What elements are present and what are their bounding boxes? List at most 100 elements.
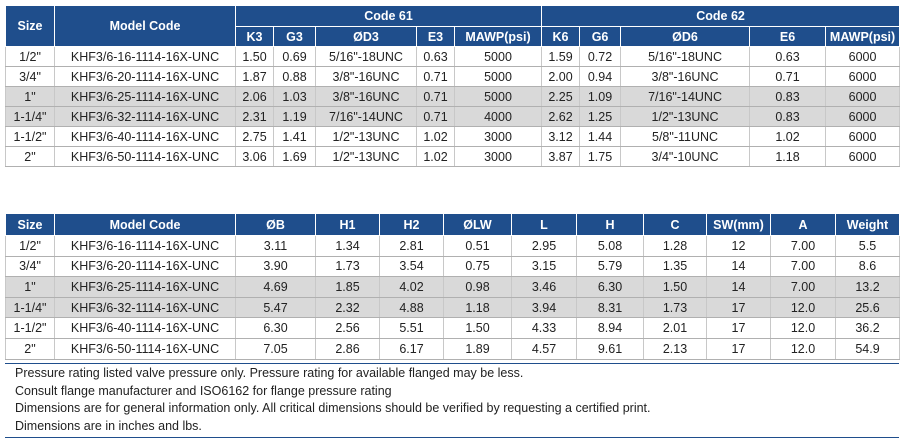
h2-cell: 4.88: [379, 296, 444, 319]
od3-cell: 7/16"-14UNC: [315, 106, 417, 127]
e3-cell: 0.71: [416, 106, 455, 127]
weight-cell: 36.2: [835, 317, 900, 339]
k6-cell: 2.00: [541, 66, 581, 87]
a-cell: 12.0: [770, 337, 836, 360]
od6-cell: 5/16"-18UNC: [620, 46, 751, 67]
model-code-cell: KHF3/6-50-1114-16X-UNC: [54, 146, 236, 167]
note-units: Dimensions are in inches and lbs.: [15, 418, 202, 433]
g6-cell: 1.44: [579, 126, 622, 147]
model-code-cell: KHF3/6-25-1114-16X-UNC: [54, 276, 236, 298]
weight-cell: 54.9: [835, 337, 900, 360]
model-code-cell: KHF3/6-16-1114-16X-UNC: [54, 235, 236, 257]
olw-cell: 0.51: [443, 235, 512, 257]
e3-cell: 1.02: [416, 126, 455, 147]
g3-cell: 1.41: [273, 126, 316, 147]
size-cell: 1-1/4": [5, 296, 55, 319]
od6-cell: 7/16"-14UNC: [620, 86, 751, 107]
c-cell: 1.73: [643, 296, 707, 319]
l-cell: 4.33: [511, 317, 577, 339]
h1-cell: 1.73: [315, 255, 380, 278]
l-cell: 3.15: [511, 255, 577, 278]
od3-header: ØD3: [315, 26, 417, 47]
g3-header: G3: [273, 26, 316, 47]
od6-cell: 1/2"-13UNC: [620, 106, 751, 127]
h2-cell: 2.81: [379, 235, 444, 257]
h-cell: 9.61: [576, 337, 644, 360]
size-header: Size: [5, 5, 55, 47]
c-cell: 1.28: [643, 235, 707, 257]
olw-header: ØLW: [443, 213, 512, 236]
k3-cell: 2.75: [235, 126, 274, 147]
a-cell: 7.00: [770, 255, 836, 278]
g6-cell: 0.72: [579, 46, 622, 67]
model-code-cell: KHF3/6-50-1114-16X-UNC: [54, 337, 236, 360]
code-62-header: Code 62: [541, 5, 901, 27]
table-row: 1" KHF3/6-25-1114-16X-UNC 2.06 1.03 3/8"…: [5, 86, 901, 107]
mawp-62-cell: 6000: [825, 106, 901, 127]
weight-cell: 13.2: [835, 276, 900, 298]
k6-cell: 3.87: [541, 146, 581, 167]
table-row: 1-1/4" KHF3/6-32-1114-16X-UNC 2.31 1.19 …: [5, 106, 901, 127]
h1-cell: 1.85: [315, 276, 380, 298]
model-code-cell: KHF3/6-32-1114-16X-UNC: [54, 296, 236, 319]
l-cell: 3.94: [511, 296, 577, 319]
sw-cell: 17: [706, 317, 771, 339]
notes-box: Pressure rating listed valve pressure on…: [5, 363, 899, 438]
g6-cell: 1.25: [579, 106, 622, 127]
e3-cell: 0.63: [416, 46, 455, 67]
k6-cell: 3.12: [541, 126, 581, 147]
note-dimensions-verify: Dimensions are for general information o…: [15, 401, 651, 415]
mawp-61-cell: 4000: [453, 106, 543, 127]
g3-cell: 1.19: [273, 106, 316, 127]
table-row: 3/4" KHF3/6-20-1114-16X-UNC 3.90 1.73 3.…: [5, 255, 900, 278]
table-row: 3/4" KHF3/6-20-1114-16X-UNC 1.87 0.88 3/…: [5, 66, 901, 87]
table-row: 1" KHF3/6-25-1114-16X-UNC 4.69 1.85 4.02…: [5, 276, 900, 298]
h-cell: 5.79: [576, 255, 644, 278]
code-61-header: Code 61: [234, 5, 543, 27]
g6-cell: 0.94: [579, 66, 622, 87]
h1-cell: 2.86: [315, 337, 380, 360]
od6-cell: 5/8"-11UNC: [620, 126, 751, 147]
olw-cell: 0.98: [443, 276, 512, 298]
mawp-62-header: MAWP(psi): [825, 26, 901, 47]
a-cell: 12.0: [770, 317, 836, 339]
c-cell: 1.50: [643, 276, 707, 298]
a-cell: 12.0: [770, 296, 836, 319]
ob-cell: 4.69: [235, 276, 316, 298]
table-row: 1/2" KHF3/6-16-1114-16X-UNC 1.50 0.69 5/…: [5, 46, 901, 67]
sw-cell: 17: [706, 337, 771, 360]
h1-header: H1: [315, 213, 380, 236]
l-cell: 4.57: [511, 337, 577, 360]
size-cell: 1-1/4": [5, 106, 55, 127]
e6-cell: 1.02: [749, 126, 827, 147]
model-code-cell: KHF3/6-32-1114-16X-UNC: [54, 106, 236, 127]
od6-cell: 3/8"-16UNC: [620, 66, 751, 87]
g3-cell: 1.03: [273, 86, 316, 107]
model-code-cell: KHF3/6-40-1114-16X-UNC: [54, 126, 236, 147]
h1-cell: 1.34: [315, 235, 380, 257]
weight-cell: 25.6: [835, 296, 900, 319]
mawp-61-cell: 5000: [453, 86, 543, 107]
model-code-cell: KHF3/6-25-1114-16X-UNC: [54, 86, 236, 107]
k6-cell: 1.59: [541, 46, 581, 67]
model-code-cell: KHF3/6-20-1114-16X-UNC: [54, 66, 236, 87]
c-header: C: [643, 213, 707, 236]
table-row: 1-1/2" KHF3/6-40-1114-16X-UNC 2.75 1.41 …: [5, 126, 901, 147]
weight-cell: 8.6: [835, 255, 900, 278]
h2-cell: 3.54: [379, 255, 444, 278]
mawp-62-cell: 6000: [825, 46, 901, 67]
e6-header: E6: [749, 26, 827, 47]
model-code-cell: KHF3/6-20-1114-16X-UNC: [54, 255, 236, 278]
g3-cell: 0.88: [273, 66, 316, 87]
sw-cell: 14: [706, 276, 771, 298]
ob-header: ØB: [235, 213, 316, 236]
model-code-header: Model Code: [54, 213, 236, 236]
sw-header: SW(mm): [706, 213, 771, 236]
c-cell: 2.01: [643, 317, 707, 339]
olw-cell: 1.50: [443, 317, 512, 339]
note-pressure-rating: Pressure rating listed valve pressure on…: [15, 366, 524, 380]
k3-cell: 2.06: [235, 86, 274, 107]
mawp-62-cell: 6000: [825, 66, 901, 87]
ob-cell: 3.90: [235, 255, 316, 278]
